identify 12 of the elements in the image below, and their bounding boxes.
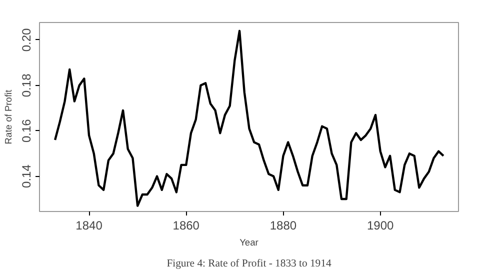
y-tick-label: 0.18 — [20, 73, 34, 98]
x-tick-label: 1860 — [172, 218, 200, 232]
line-series — [54, 30, 445, 207]
x-axis-title: Year — [240, 238, 258, 248]
x-tick-label: 1900 — [366, 218, 394, 232]
x-tick-label: 1880 — [270, 218, 297, 232]
y-axis-title: Rate of Profit — [4, 89, 14, 144]
y-tick-label: 0.14 — [20, 164, 34, 188]
y-tick-label: 0.16 — [20, 118, 34, 143]
caption: Figure 4: Rate of Profit - 1833 to 1914 — [166, 258, 332, 270]
y-tick-label: 0.20 — [20, 28, 34, 52]
x-tick-label: 1840 — [76, 218, 103, 232]
